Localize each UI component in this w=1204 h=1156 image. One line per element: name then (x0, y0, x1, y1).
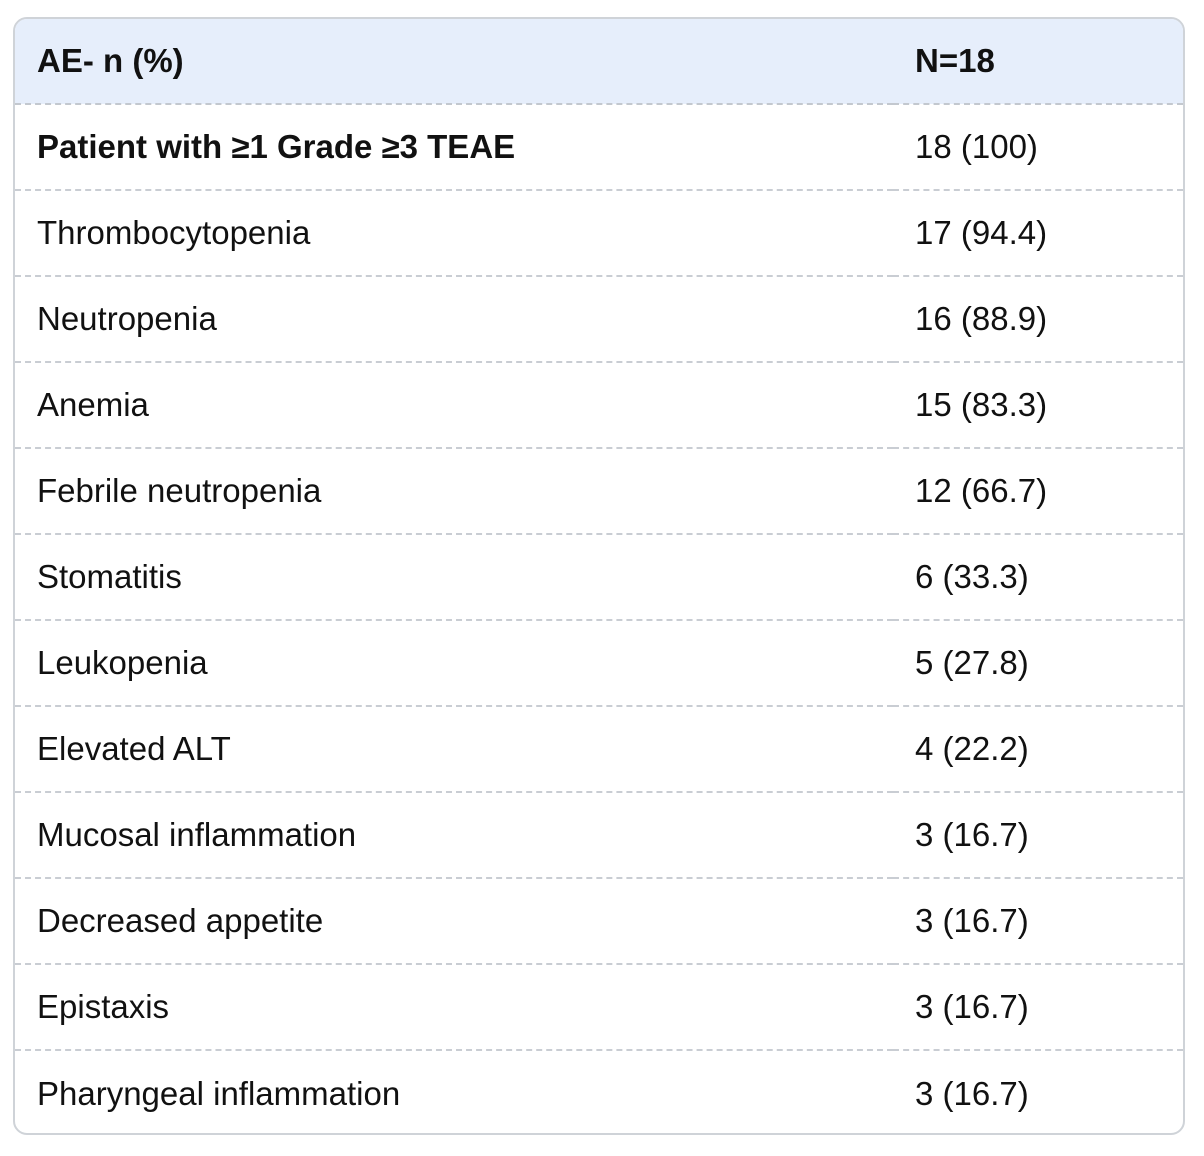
table-row: Thrombocytopenia 17 (94.4) (15, 190, 1183, 277)
table-row: Febrile neutropenia 12 (66.7) (15, 448, 1183, 535)
table-row: Neutropenia 16 (88.9) (15, 276, 1183, 363)
row-value: 18 (100) (893, 104, 1183, 191)
table-row: Elevated ALT 4 (22.2) (15, 706, 1183, 793)
table-row: Patient with ≥1 Grade ≥3 TEAE 18 (100) (15, 104, 1183, 191)
row-label: Stomatitis (15, 534, 893, 621)
row-label: Patient with ≥1 Grade ≥3 TEAE (15, 104, 893, 191)
row-label: Elevated ALT (15, 706, 893, 793)
table-row: Decreased appetite 3 (16.7) (15, 878, 1183, 965)
adverse-events-table: AE- n (%) N=18 Patient with ≥1 Grade ≥3 … (15, 19, 1183, 1133)
table-row: Epistaxis 3 (16.7) (15, 964, 1183, 1051)
row-label: Mucosal inflammation (15, 792, 893, 879)
row-value: 3 (16.7) (893, 964, 1183, 1051)
row-value: 17 (94.4) (893, 190, 1183, 277)
header-row: AE- n (%) N=18 (15, 19, 1183, 105)
table-row: Anemia 15 (83.3) (15, 362, 1183, 449)
row-value: 3 (16.7) (893, 878, 1183, 965)
header-ae-column: AE- n (%) (15, 19, 893, 105)
row-value: 12 (66.7) (893, 448, 1183, 535)
table-row: Leukopenia 5 (27.8) (15, 620, 1183, 707)
row-label: Decreased appetite (15, 878, 893, 965)
row-label: Febrile neutropenia (15, 448, 893, 535)
row-value: 3 (16.7) (915, 1074, 1029, 1112)
header-n-column: N=18 (893, 19, 1183, 105)
row-value: 15 (83.3) (893, 362, 1183, 449)
adverse-events-table-card: AE- n (%) N=18 Patient with ≥1 Grade ≥3 … (13, 17, 1185, 1135)
table-row: Pharyngeal inflammation 3 (16.7) (15, 1050, 1183, 1133)
row-value: 4 (22.2) (893, 706, 1183, 793)
table-header: AE- n (%) N=18 (15, 19, 1183, 105)
table-row: Mucosal inflammation 3 (16.7) (15, 792, 1183, 879)
row-value: 5 (27.8) (893, 620, 1183, 707)
row-value: 3 (16.7) (893, 792, 1183, 879)
row-label: Anemia (15, 362, 893, 449)
row-label: Epistaxis (15, 964, 893, 1051)
row-label: Pharyngeal inflammation (37, 1074, 401, 1112)
row-label: Leukopenia (15, 620, 893, 707)
row-label: Neutropenia (15, 276, 893, 363)
row-label: Thrombocytopenia (15, 190, 893, 277)
row-value: 16 (88.9) (893, 276, 1183, 363)
table-body: Patient with ≥1 Grade ≥3 TEAE 18 (100) T… (15, 104, 1183, 1133)
row-value: 6 (33.3) (893, 534, 1183, 621)
table-row: Stomatitis 6 (33.3) (15, 534, 1183, 621)
